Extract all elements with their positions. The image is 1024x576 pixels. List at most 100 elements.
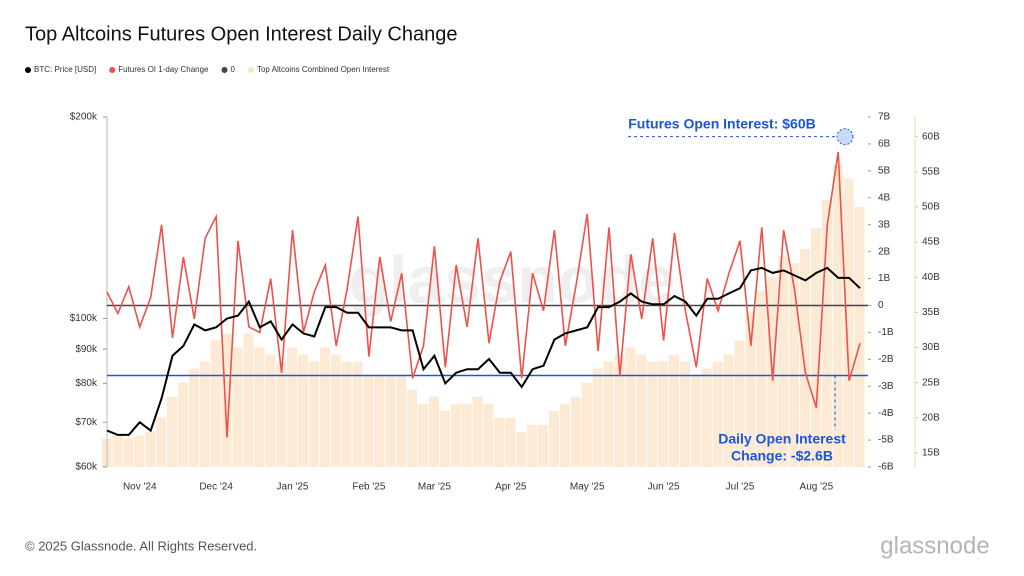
oi-bar	[188, 368, 199, 467]
oi-bar	[832, 164, 843, 467]
oi-bar	[439, 410, 450, 467]
oi-bar	[254, 347, 265, 467]
copyright: © 2025 Glassnode. All Rights Reserved.	[25, 538, 257, 553]
oi-bar	[658, 361, 669, 467]
oi-bar	[428, 396, 439, 467]
oi-bar	[385, 375, 396, 467]
y3-tick-label: 30B	[922, 342, 940, 353]
oi-bar	[843, 178, 854, 467]
y2-tick-label: 3B	[878, 219, 891, 230]
oi-bar	[789, 263, 800, 467]
legend-label: Top Altcoins Combined Open Interest	[257, 65, 390, 74]
x-tick-label: May '25	[570, 482, 605, 493]
x-tick-label: Jun '25	[648, 482, 680, 493]
oi-bar	[756, 291, 767, 467]
y-tick-label: $70k	[75, 417, 98, 428]
watermark: glassnode	[349, 242, 675, 316]
y3-tick-label: 60B	[922, 131, 940, 142]
oi-bar	[690, 375, 701, 467]
oi-bar	[734, 340, 745, 467]
oi-bar	[177, 382, 188, 467]
oi-bar	[603, 361, 614, 467]
y-tick-label: $100k	[70, 313, 98, 324]
legend-label: 0	[231, 65, 236, 74]
x-tick-label: Mar '25	[418, 482, 451, 493]
y2-tick-label: -6B	[878, 462, 894, 473]
oi-bar	[548, 410, 560, 467]
y3-tick-label: 25B	[922, 377, 940, 388]
oi-bar	[330, 354, 341, 467]
oi-bar	[712, 361, 723, 467]
x-tick-label: Aug '25	[800, 482, 834, 493]
y3-tick-label: 35B	[922, 307, 940, 318]
y2-tick-label: 6B	[878, 139, 891, 150]
oi-bar	[505, 417, 516, 467]
y-tick-label: $90k	[75, 344, 98, 355]
oi-bar	[265, 354, 276, 467]
oi-bar	[483, 403, 494, 467]
y2-tick-label: -4B	[878, 408, 894, 419]
y-tick-label: $60k	[75, 462, 98, 473]
oi-bar	[494, 417, 505, 467]
oi-bar	[396, 375, 407, 467]
oi-bar	[243, 333, 254, 467]
legend-swatch	[247, 67, 254, 73]
x-tick-label: Nov '24	[123, 482, 157, 493]
x-tick-label: Jan '25	[277, 482, 309, 493]
legend-swatch	[221, 67, 228, 73]
oi-bar	[461, 403, 472, 467]
oi-bar	[679, 361, 690, 467]
oi-bar	[592, 368, 603, 467]
y2-tick-label: -2B	[878, 354, 894, 365]
oi-bar	[112, 435, 123, 467]
oi-bar	[854, 206, 865, 467]
y3-tick-label: 15B	[922, 448, 940, 459]
x-tick-label: Apr '25	[495, 482, 527, 493]
oi-bar	[625, 347, 636, 467]
plot-area: $60k $70k $80k $90k $100k $200k 7B 6B 5B 4B 3B 2B 1B…	[70, 112, 940, 493]
oi-change-line	[106, 151, 861, 438]
legend-swatch	[25, 67, 31, 73]
oi-bar	[123, 438, 134, 467]
legend: BTC: Price [USD] Futures OI 1-day Change 0…	[25, 65, 390, 74]
y2-tick-label: 0	[878, 300, 884, 311]
oi-bar	[407, 389, 418, 467]
annotation-label: Daily Open Interest	[718, 431, 846, 447]
legend-label: BTC: Price [USD]	[34, 65, 96, 74]
oi-bar	[418, 403, 429, 467]
legend-label: Futures OI 1-day Change	[118, 65, 209, 74]
y2-tick-label: 5B	[878, 165, 891, 176]
y2-tick-label: -1B	[878, 327, 894, 338]
oi-bar	[145, 431, 156, 467]
oi-bar	[450, 403, 461, 467]
y3-tick-label: 50B	[922, 202, 940, 213]
x-tick-label: Feb '25	[352, 482, 385, 493]
logo: glassnode	[880, 532, 989, 559]
y2-tick-label: 1B	[878, 273, 891, 284]
oi-bar	[363, 375, 374, 467]
oi-bar	[647, 361, 658, 467]
oi-bar	[614, 354, 625, 467]
oi-bar	[308, 361, 319, 467]
oi-bar	[810, 228, 821, 467]
y2-tick-label: 4B	[878, 192, 891, 203]
oi-bar	[723, 354, 734, 467]
legend-swatch	[109, 67, 116, 73]
oi-bar	[559, 403, 570, 467]
y-tick-label: $80k	[75, 378, 98, 389]
btc-price-line	[106, 266, 861, 436]
oi-bar	[134, 435, 145, 467]
oi-bar	[156, 417, 167, 467]
oi-bar	[527, 424, 538, 467]
oi-bar	[538, 424, 549, 467]
oi-bar	[581, 382, 592, 467]
chart-title: Top Altcoins Futures Open Interest Daily…	[25, 23, 457, 45]
y3-tick-label: 45B	[922, 237, 940, 248]
oi-bar	[352, 361, 363, 467]
y3-tick-label: 55B	[922, 166, 940, 177]
oi-bar	[669, 354, 680, 467]
oi-bar	[570, 396, 581, 467]
annotation-label: Futures Open Interest: $60B	[628, 116, 816, 132]
oi-bar	[636, 354, 647, 467]
